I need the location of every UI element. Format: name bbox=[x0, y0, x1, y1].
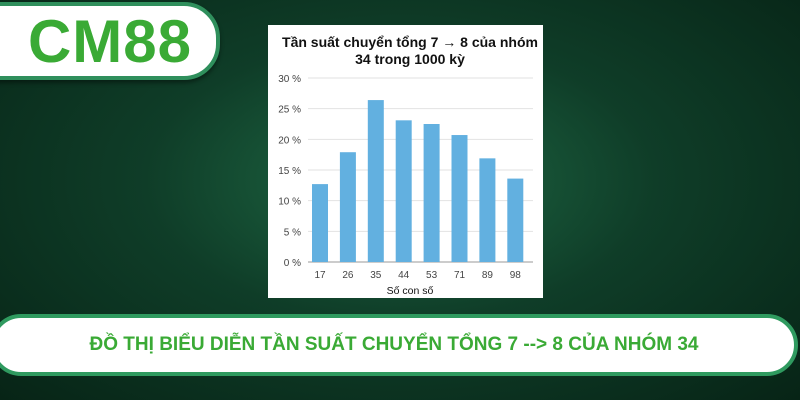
y-tick-label: 30 % bbox=[278, 74, 301, 85]
y-tick-label: 10 % bbox=[278, 197, 301, 208]
bar-71 bbox=[451, 135, 468, 262]
x-tick-label: 17 bbox=[314, 270, 326, 281]
x-tick-label: 89 bbox=[482, 270, 494, 281]
y-tick-label: 0 % bbox=[284, 258, 301, 269]
chart-title: 34 trong 1000 kỳ bbox=[355, 51, 465, 67]
bar-53 bbox=[423, 124, 440, 262]
logo-text: CM88 bbox=[27, 7, 193, 75]
chart-title: Tần suất chuyển tổng 7 → 8 của nhóm bbox=[282, 34, 538, 50]
y-tick-label: 20 % bbox=[278, 135, 301, 146]
y-tick-label: 15 % bbox=[278, 166, 301, 177]
bar-35 bbox=[367, 100, 384, 262]
bar-44 bbox=[395, 120, 412, 262]
caption-text: ĐỒ THỊ BIỂU DIỄN TẦN SUẤT CHUYỂN TỔNG 7 … bbox=[89, 334, 699, 355]
bar-26 bbox=[339, 152, 356, 262]
cm88-logo: CM88 bbox=[0, 2, 220, 80]
chart-panel: Tần suất chuyển tổng 7 → 8 của nhóm 34 tr… bbox=[268, 25, 543, 298]
bar-98 bbox=[507, 178, 524, 262]
x-tick-label: 53 bbox=[426, 270, 438, 281]
bar-17 bbox=[312, 184, 328, 262]
x-tick-label: 71 bbox=[454, 270, 466, 281]
x-tick-label: 98 bbox=[510, 270, 522, 281]
x-tick-label: 26 bbox=[342, 270, 354, 281]
y-tick-label: 5 % bbox=[284, 227, 301, 238]
x-tick-label: 35 bbox=[370, 270, 382, 281]
caption-banner: ĐỒ THỊ BIỂU DIỄN TẦN SUẤT CHUYỂN TỔNG 7 … bbox=[0, 314, 798, 376]
x-tick-label: 44 bbox=[398, 270, 410, 281]
bar-89 bbox=[479, 158, 496, 262]
x-axis-label: Số con số bbox=[387, 285, 434, 297]
y-tick-label: 25 % bbox=[278, 105, 301, 116]
